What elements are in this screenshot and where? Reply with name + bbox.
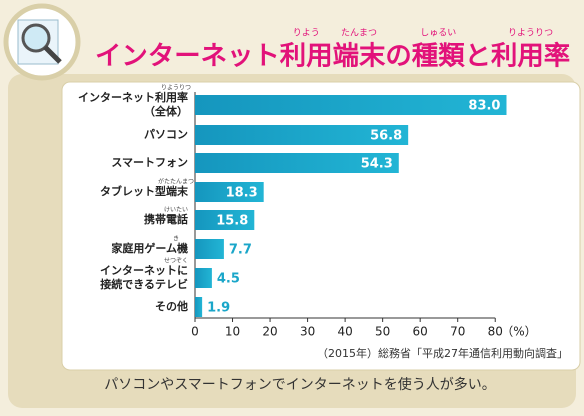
chart-title: インターネット利用端末の種類と利用率 xyxy=(95,41,570,72)
y-tick-label: インターネット利用率（全体） xyxy=(78,90,188,118)
x-tick-label: 20 xyxy=(262,325,277,339)
value-label: 54.3 xyxy=(361,157,393,172)
title-furigana: しゅるい xyxy=(420,28,456,39)
label-line: インターネットに xyxy=(100,264,188,277)
x-tick-label: 10 xyxy=(225,325,240,339)
label-line: 接続できるテレビ xyxy=(100,277,188,291)
icon xyxy=(3,3,81,81)
x-tick-label: 40 xyxy=(337,325,352,339)
title-furigana: たんまつ xyxy=(341,28,377,39)
y-tick-label: 家庭用ゲーム機 xyxy=(111,241,188,255)
y-tick-label: スマートフォン xyxy=(111,156,188,169)
value-label: 7.7 xyxy=(229,243,252,258)
value-label: 83.0 xyxy=(468,99,500,114)
bar xyxy=(195,297,203,317)
category-furigana: がたたんまつ xyxy=(158,178,194,186)
value-label: 1.9 xyxy=(207,301,230,316)
x-tick-label: 80 xyxy=(488,325,503,339)
chart-panel xyxy=(61,81,581,371)
x-tick-label: 30 xyxy=(300,325,315,339)
y-tick-label: 携帯電話 xyxy=(144,212,188,226)
value-label: 18.3 xyxy=(226,186,258,201)
caption: パソコンやスマートフォンでインターネットを使う人が多い。 xyxy=(104,376,496,393)
x-unit: （%） xyxy=(501,325,536,339)
bar xyxy=(195,182,264,202)
x-tick-label: 70 xyxy=(450,325,465,339)
bar xyxy=(195,125,409,145)
label-line: （全体） xyxy=(144,104,188,118)
x-tick-label: 50 xyxy=(375,325,390,339)
title-furigana: りようりつ xyxy=(508,28,553,39)
category-furigana: けいたい xyxy=(164,207,188,214)
bar xyxy=(195,95,507,115)
bar xyxy=(195,153,399,173)
value-label: 4.5 xyxy=(217,272,240,287)
y-tick-label: パソコン xyxy=(144,128,188,141)
y-tick-label: その他 xyxy=(155,299,188,313)
value-label: 56.8 xyxy=(370,129,402,144)
category-furigana: せつぞく xyxy=(164,258,188,265)
y-tick-label: タブレット型端末 xyxy=(100,184,189,198)
category-furigana: き xyxy=(173,236,179,243)
title-furigana: りよう xyxy=(293,28,320,39)
source: （2015年）総務省「平成27年通信利用動向調査」 xyxy=(317,346,568,360)
category-furigana: りようりつ xyxy=(161,85,191,92)
bar xyxy=(195,210,255,230)
x-tick-label: 60 xyxy=(413,325,428,339)
bar xyxy=(195,268,212,288)
label-line: インターネット利用率 xyxy=(78,90,188,104)
bar xyxy=(195,239,224,259)
x-tick-label: 0 xyxy=(191,325,199,339)
y-tick-label: インターネットに接続できるテレビ xyxy=(100,264,188,291)
value-label: 15.8 xyxy=(216,214,248,229)
